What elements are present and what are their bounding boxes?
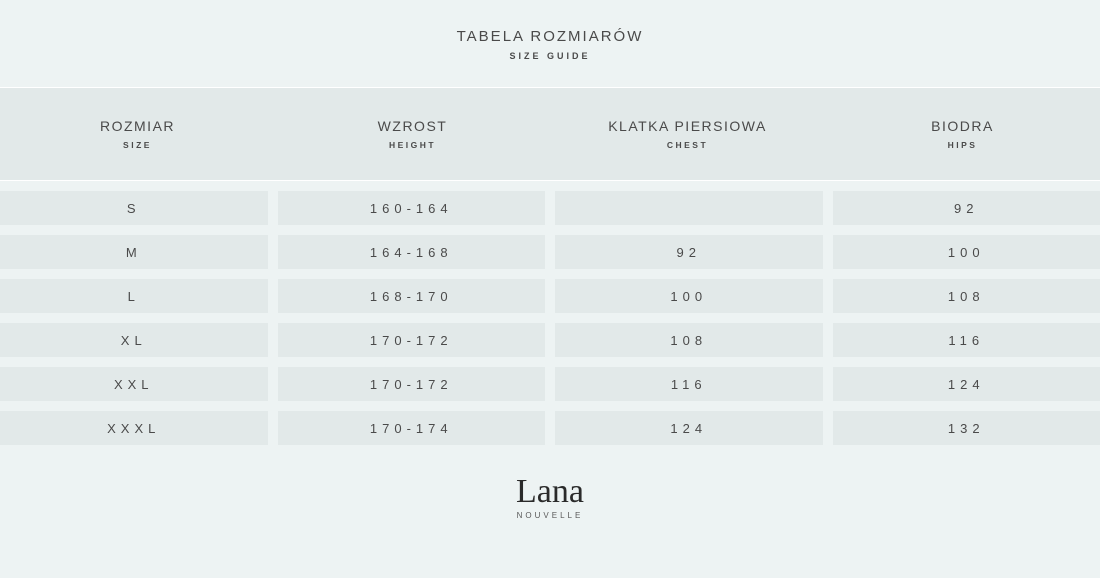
header-hips: BIODRA HIPS	[825, 118, 1100, 150]
title-area: TABELA ROZMIARÓW SIZE GUIDE	[0, 0, 1100, 87]
cell-height: 170-174	[278, 411, 546, 445]
cell-height: 170-172	[278, 323, 546, 357]
header-label: WZROST	[275, 118, 550, 134]
cell-height: 164-168	[278, 235, 546, 269]
header-sublabel: CHEST	[550, 140, 825, 150]
logo: Lana NOUVELLE	[0, 455, 1100, 520]
cell-size: M	[0, 235, 268, 269]
header-label: KLATKA PIERSIOWA	[550, 118, 825, 134]
header-size: ROZMIAR SIZE	[0, 118, 275, 150]
header-sublabel: SIZE	[0, 140, 275, 150]
table-row: XXL 170-172 116 124	[0, 367, 1100, 401]
table-row: XXXL 170-174 124 132	[0, 411, 1100, 445]
table-body: S 160-164 92 M 164-168 92 100 L 168-170 …	[0, 181, 1100, 445]
header-chest: KLATKA PIERSIOWA CHEST	[550, 118, 825, 150]
cell-size: L	[0, 279, 268, 313]
header-height: WZROST HEIGHT	[275, 118, 550, 150]
cell-height: 160-164	[278, 191, 546, 225]
table-row: L 168-170 100 108	[0, 279, 1100, 313]
cell-hips: 108	[833, 279, 1100, 313]
cell-hips: 116	[833, 323, 1100, 357]
cell-chest: 116	[555, 367, 823, 401]
logo-name: Lana	[0, 475, 1100, 509]
table-row: S 160-164 92	[0, 191, 1100, 225]
table-row: M 164-168 92 100	[0, 235, 1100, 269]
header-label: ROZMIAR	[0, 118, 275, 134]
cell-hips: 100	[833, 235, 1100, 269]
cell-chest: 124	[555, 411, 823, 445]
table-header-row: ROZMIAR SIZE WZROST HEIGHT KLATKA PIERSI…	[0, 88, 1100, 180]
cell-height: 168-170	[278, 279, 546, 313]
cell-hips: 124	[833, 367, 1100, 401]
cell-hips: 132	[833, 411, 1100, 445]
cell-size: S	[0, 191, 268, 225]
cell-chest: 92	[555, 235, 823, 269]
cell-size: XXL	[0, 367, 268, 401]
header-sublabel: HIPS	[825, 140, 1100, 150]
logo-subtext: NOUVELLE	[0, 511, 1100, 520]
page-subtitle: SIZE GUIDE	[0, 51, 1100, 61]
header-label: BIODRA	[825, 118, 1100, 134]
page-title: TABELA ROZMIARÓW	[0, 28, 1100, 45]
cell-hips: 92	[833, 191, 1100, 225]
cell-size: XL	[0, 323, 268, 357]
cell-height: 170-172	[278, 367, 546, 401]
cell-chest: 100	[555, 279, 823, 313]
cell-chest	[555, 191, 823, 225]
cell-size: XXXL	[0, 411, 268, 445]
header-sublabel: HEIGHT	[275, 140, 550, 150]
cell-chest: 108	[555, 323, 823, 357]
table-row: XL 170-172 108 116	[0, 323, 1100, 357]
